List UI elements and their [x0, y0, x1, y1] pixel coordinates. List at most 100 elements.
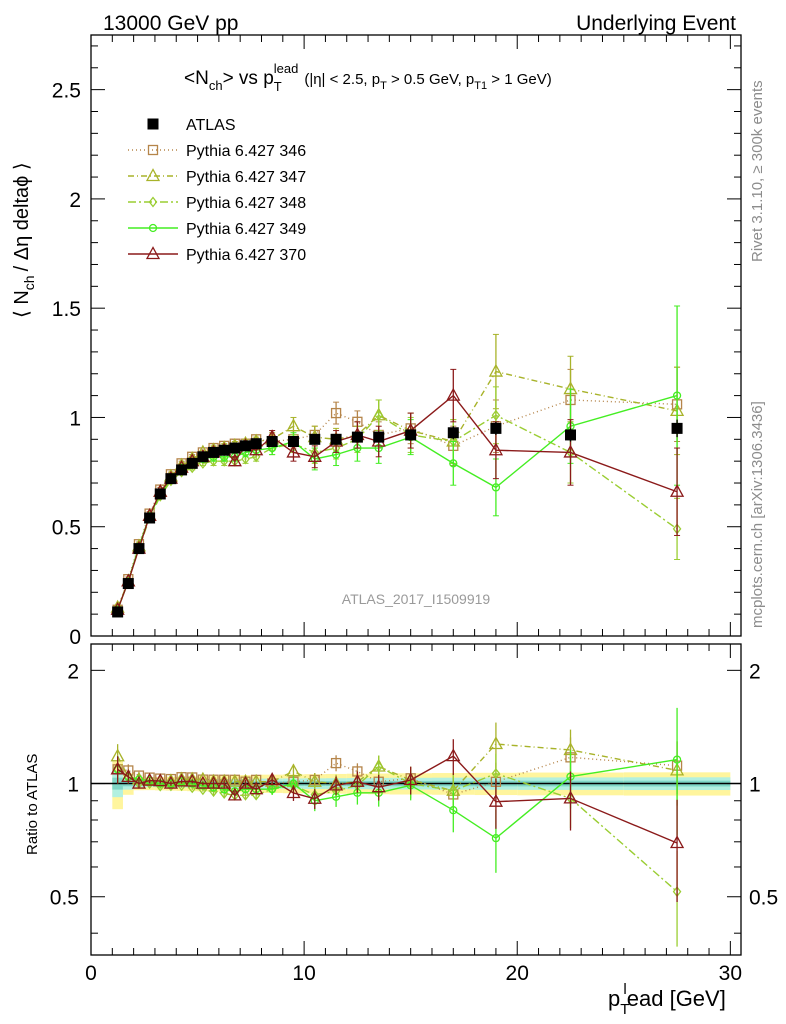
data-point-marker [147, 118, 159, 130]
data-point-marker [488, 736, 504, 750]
rivet-label: Rivet 3.1.10, ≥ 300k events [749, 80, 766, 262]
data-point-marker [267, 784, 277, 794]
data-point-marker [142, 772, 157, 786]
series-line [116, 370, 678, 608]
legend-entry: Pythia 6.427 346 [128, 143, 306, 160]
x-tick-label: 10 [292, 962, 315, 985]
data-point-marker [286, 444, 301, 458]
data-point-marker [144, 512, 156, 524]
data-point-marker [227, 787, 242, 801]
data-point-marker [350, 773, 365, 787]
ratio-y-tick-label: 1 [67, 774, 79, 797]
data-point-marker [403, 772, 418, 786]
data-point-marker [491, 483, 501, 492]
data-point-marker [565, 429, 577, 441]
x-tick-label: 0 [85, 962, 97, 985]
data-point-marker [672, 391, 682, 400]
data-point-marker [309, 433, 321, 445]
ratio-y-tick-label-right: 0.5 [749, 887, 778, 910]
ratio-y-tick-label: 2 [67, 660, 79, 683]
data-point-marker [491, 409, 501, 421]
data-point-marker [197, 451, 209, 463]
data-point-marker [672, 755, 682, 764]
data-point-marker [330, 407, 342, 419]
x-tick-label: 30 [719, 962, 742, 985]
main-plot: 0 10 20 30 0 0.5 1 1.5 2 2.5 [52, 34, 742, 985]
y-tick-label: 0.5 [52, 517, 81, 540]
data-point-marker [185, 773, 200, 787]
series-pythia-6-427-347 [110, 333, 685, 613]
data-point-marker [240, 440, 252, 452]
data-point-marker [206, 775, 221, 789]
data-point-marker [328, 777, 344, 791]
data-point-marker [488, 442, 504, 456]
series-line [116, 414, 678, 611]
data-point-marker [490, 422, 502, 434]
data-point-marker [218, 444, 230, 456]
data-point-marker [249, 781, 264, 795]
data-point-marker [227, 453, 242, 467]
data-point-marker [155, 780, 165, 792]
data-point-marker [286, 418, 301, 432]
data-point-marker [131, 775, 147, 789]
data-point-marker [286, 763, 301, 777]
series-line [116, 399, 678, 611]
ratio-series-pythia-6-427-347 [110, 722, 685, 811]
legend-label: Pythia 6.427 346 [186, 143, 306, 160]
legend-entry: Pythia 6.427 348 [128, 195, 306, 212]
legend-entry: Pythia 6.427 347 [128, 168, 306, 186]
data-point-marker [208, 446, 220, 458]
data-point-marker [133, 543, 145, 555]
ratio-y-axis-label: Ratio to ATLAS [24, 754, 41, 855]
data-point-marker [491, 767, 501, 780]
main-frame [90, 34, 742, 637]
data-point-marker [145, 246, 161, 260]
series-atlas [112, 419, 683, 618]
data-point-marker [330, 757, 342, 769]
ratio-plot: 0.5 0.5 1 1 2 2 [50, 643, 778, 956]
data-point-marker [488, 793, 504, 807]
data-point-marker [121, 769, 136, 783]
ratio-series-pythia-6-427-370 [110, 739, 685, 902]
ratio-series-line [117, 758, 678, 840]
data-point-marker [148, 196, 158, 208]
data-point-marker [250, 438, 262, 450]
legend-label: Pythia 6.427 349 [186, 221, 306, 238]
y-tick-label: 2.5 [52, 80, 81, 103]
data-point-marker [447, 427, 459, 439]
series-line [116, 394, 678, 611]
data-point-marker [241, 453, 250, 465]
data-point-marker [449, 459, 458, 468]
ratio-series-line [117, 755, 678, 844]
data-point-marker [286, 785, 301, 799]
data-point-marker [186, 457, 198, 469]
data-point-marker [112, 606, 124, 618]
data-point-marker [165, 473, 177, 485]
analysis-id: ATLAS_2017_I1509919 [342, 591, 491, 607]
data-point-marker [229, 442, 241, 454]
header-left: 13000 GeV pp [103, 12, 238, 35]
data-point-marker [563, 444, 578, 458]
data-point-marker [249, 442, 264, 456]
series-pythia-6-427-346 [112, 366, 683, 615]
data-point-marker [373, 431, 385, 443]
data-point-marker [287, 435, 299, 447]
data-point-marker [176, 464, 188, 476]
legend-label: Pythia 6.427 370 [186, 247, 306, 264]
series-pythia-6-427-348 [113, 386, 682, 616]
y-tick-label: 0 [69, 626, 81, 649]
legend-label: ATLAS [186, 117, 236, 134]
data-point-marker [330, 433, 342, 445]
data-point-marker [351, 431, 363, 443]
data-point-marker [148, 223, 158, 233]
data-point-marker [154, 488, 166, 500]
y-tick-label: 1 [69, 407, 81, 430]
data-point-marker [671, 422, 683, 434]
ratio-frame [90, 643, 742, 956]
data-point-marker [405, 429, 417, 441]
data-point-marker [266, 435, 278, 447]
series-line [116, 394, 678, 611]
x-tick-label: 20 [506, 962, 529, 985]
data-point-marker [669, 483, 685, 497]
data-point-marker [374, 760, 384, 773]
